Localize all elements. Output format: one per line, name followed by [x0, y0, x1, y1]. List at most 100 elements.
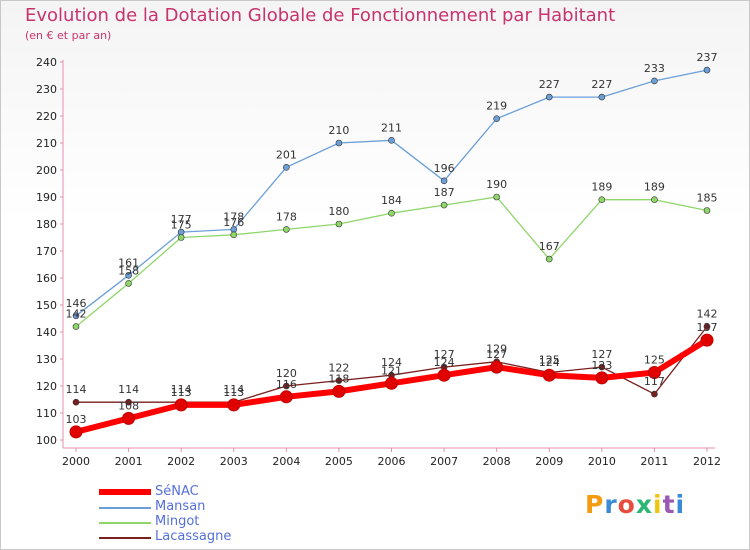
y-tick-label: 130: [36, 353, 57, 366]
data-label: 122: [328, 362, 349, 375]
x-tick-label: 2009: [535, 455, 563, 468]
data-point: [335, 220, 343, 228]
data-label: 158: [118, 264, 139, 277]
data-point: [72, 398, 80, 406]
data-label: 127: [434, 348, 455, 361]
data-point: [230, 231, 238, 239]
data-point: [388, 209, 395, 217]
data-point: [703, 323, 711, 330]
x-tick-label: 2010: [588, 455, 616, 468]
data-label: 123: [591, 359, 612, 372]
data-label: 127: [591, 348, 612, 361]
x-tick-label: 2006: [378, 455, 406, 468]
data-label: 178: [276, 210, 297, 223]
logo-letter: t: [662, 490, 676, 519]
data-label: 184: [381, 194, 402, 207]
data-label: 124: [539, 356, 560, 369]
data-label: 121: [381, 364, 402, 377]
data-label: 120: [276, 367, 297, 380]
data-point: [125, 398, 132, 406]
data-label: 113: [223, 386, 244, 399]
data-point: [335, 377, 343, 384]
proxiti-logo: Proxiti: [585, 490, 685, 519]
data-label: 185: [697, 192, 718, 205]
x-tick-label: 2002: [167, 455, 195, 468]
logo-letter: i: [653, 490, 663, 519]
data-label: 187: [434, 186, 455, 199]
data-point: [598, 93, 606, 101]
y-tick-label: 100: [36, 434, 57, 447]
data-label: 114: [66, 383, 87, 396]
data-label: 124: [381, 356, 402, 369]
data-point: [595, 371, 609, 385]
data-label: 190: [486, 178, 507, 191]
legend-swatch: [99, 507, 151, 509]
data-point: [440, 201, 448, 209]
data-point: [651, 390, 658, 398]
data-label: 177: [171, 213, 192, 226]
legend-label: Mingot: [155, 514, 200, 529]
data-point: [651, 196, 658, 203]
y-tick-label: 240: [36, 56, 57, 69]
data-label: 114: [118, 383, 139, 396]
data-point: [493, 115, 500, 122]
x-tick-label: 2001: [115, 455, 143, 468]
x-tick-label: 2004: [272, 455, 300, 468]
data-label: 233: [644, 62, 665, 75]
data-label: 142: [697, 308, 718, 321]
data-label: 196: [434, 162, 455, 175]
data-point: [72, 323, 80, 330]
data-point: [651, 77, 658, 85]
data-point: [598, 196, 606, 203]
data-point: [279, 390, 293, 404]
data-label: 167: [539, 240, 560, 253]
data-label: 142: [66, 308, 87, 321]
data-label: 201: [276, 148, 297, 161]
data-point: [283, 226, 290, 233]
data-point: [122, 411, 136, 425]
legend-swatch: [99, 537, 151, 539]
data-point: [174, 398, 188, 412]
data-label: 114: [223, 383, 244, 396]
logo-letter: P: [585, 490, 605, 519]
data-point: [332, 384, 346, 398]
data-point: [385, 376, 398, 390]
data-label: 118: [328, 372, 349, 385]
data-label: 108: [118, 399, 139, 412]
chart-title: Evolution de la Dotation Globale de Fonc…: [25, 5, 616, 26]
data-label: 175: [171, 219, 192, 232]
data-label: 176: [223, 216, 244, 229]
series-line-mansan: [75, 69, 708, 317]
y-tick-label: 230: [36, 83, 57, 96]
data-point: [283, 382, 290, 390]
data-label: 161: [118, 256, 139, 269]
data-point: [703, 66, 711, 74]
data-label: 137: [697, 321, 718, 334]
data-label: 189: [591, 181, 612, 194]
logo-letter: o: [617, 490, 636, 519]
data-point: [335, 139, 343, 147]
y-tick-label: 220: [36, 110, 57, 123]
y-tick-label: 200: [36, 164, 57, 177]
legend-label: SéNAC: [155, 484, 199, 499]
logo-letter: x: [635, 490, 653, 519]
data-point: [493, 193, 500, 201]
y-tick-label: 170: [36, 245, 57, 258]
x-tick-label: 2005: [325, 455, 353, 468]
data-label: 113: [171, 386, 192, 399]
data-label: 210: [328, 124, 349, 137]
legend-swatch: [99, 489, 151, 495]
y-tick-label: 210: [36, 137, 57, 150]
data-label: 124: [434, 356, 455, 369]
data-label: 129: [486, 343, 507, 356]
data-label: 117: [644, 375, 665, 388]
data-point: [125, 271, 132, 279]
data-point: [542, 368, 556, 382]
data-label: 114: [171, 383, 192, 396]
data-label: 227: [591, 78, 612, 91]
logo-letter: r: [604, 490, 618, 519]
data-label: 125: [644, 354, 665, 367]
chart-subtitle: (en € et par an): [25, 29, 112, 42]
logo-letter: i: [675, 490, 686, 519]
data-point: [700, 333, 714, 347]
